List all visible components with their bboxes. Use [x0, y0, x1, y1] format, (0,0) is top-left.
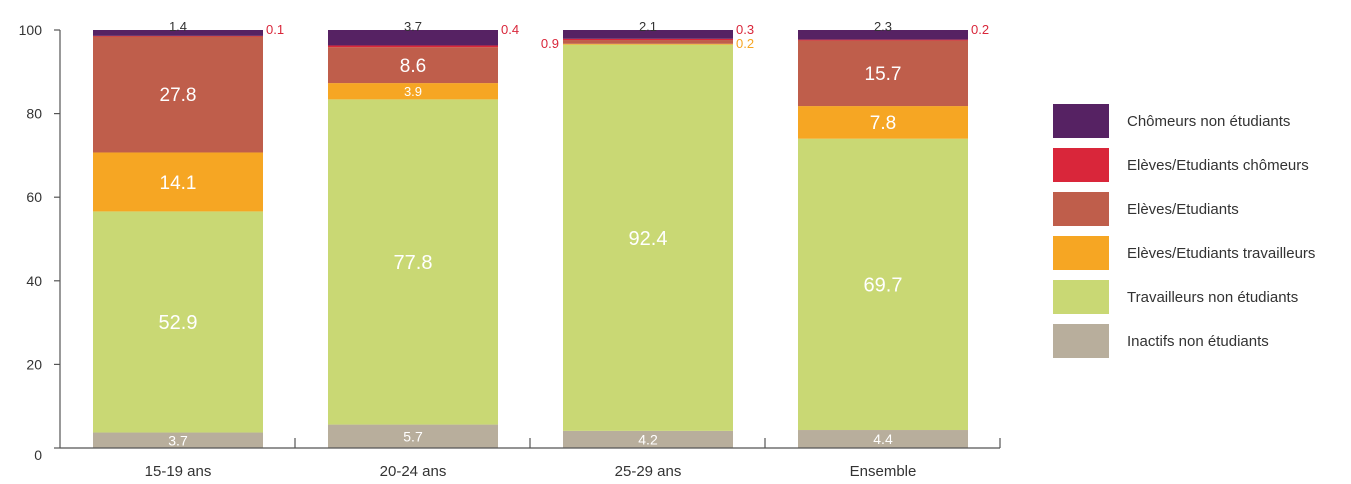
data-label: 69.7: [864, 275, 903, 297]
bar-segment-inactifs-non-etudiants: [563, 430, 733, 448]
legend-item-chomeurs-non-etudiants: Chômeurs non étudiants: [1053, 104, 1351, 138]
legend-label: Elèves/Etudiants travailleurs: [1127, 244, 1316, 262]
bar-segment-travailleurs-non-etudiants: [798, 138, 968, 431]
y-tick-label: 60: [26, 189, 42, 205]
bar-segment-eleves-etudiants-travailleurs: [93, 152, 263, 212]
bar-segment-chomeurs-non-etudiants: [798, 30, 968, 40]
bar-segment-chomeurs-non-etudiants: [563, 30, 733, 39]
data-label: 3.9: [404, 84, 422, 99]
legend-swatch: [1053, 104, 1109, 138]
legend-label: Elèves/Etudiants: [1127, 200, 1239, 218]
legend-item-eleves-etudiants-chomeurs: Elèves/Etudiants chômeurs: [1053, 148, 1351, 182]
bar-segment-eleves-etudiants-travailleurs: [798, 106, 968, 139]
y-tick-label: 20: [26, 356, 42, 372]
legend-label: Elèves/Etudiants chômeurs: [1127, 156, 1309, 174]
data-label: 2.1: [639, 19, 657, 34]
data-label: 4.2: [638, 431, 658, 447]
bar-segment-inactifs-non-etudiants: [93, 432, 263, 448]
bar-segment-eleves-etudiants: [328, 47, 498, 84]
data-label: 1.4: [169, 19, 187, 34]
bar-segment-eleves-etudiants: [563, 40, 733, 44]
data-label: 2.3: [874, 19, 892, 34]
data-label: 3.7: [168, 432, 188, 448]
y-tick-label: 80: [26, 106, 42, 122]
bar-segment-chomeurs-non-etudiants: [93, 30, 263, 36]
data-label: 77.8: [394, 252, 433, 274]
data-label: 5.7: [403, 428, 423, 444]
data-label: 52.9: [159, 312, 198, 334]
legend-label: Travailleurs non étudiants: [1127, 288, 1299, 306]
data-label: 8.6: [400, 56, 426, 77]
bar-segment-eleves-etudiants-travailleurs: [328, 83, 498, 100]
bar-segment-eleves-etudiants-chomeurs: [328, 45, 498, 48]
bar-segment-eleves-etudiants-chomeurs: [93, 35, 263, 37]
x-category-label: 20-24 ans: [380, 463, 447, 480]
data-label: 0.4: [501, 22, 519, 37]
x-category-label: 15-19 ans: [145, 463, 212, 480]
data-label: 27.8: [160, 85, 197, 106]
legend-swatch: [1053, 324, 1109, 358]
y-tick-label: 0: [34, 447, 42, 463]
data-labels-layer: 3.7 52.9 14.1 27.8 0.1 1.4 5.7 77.8 3.9 8.6 0.4 3.7…: [159, 19, 990, 448]
legend-swatch: [1053, 280, 1109, 314]
data-label: 0.2: [736, 36, 754, 51]
bar-segment-travailleurs-non-etudiants: [563, 44, 733, 431]
bar-segment-travailleurs-non-etudiants: [93, 211, 263, 433]
data-label: 0.2: [971, 22, 989, 37]
x-category-label: 25-29 ans: [615, 463, 682, 480]
data-label: 92.4: [629, 228, 668, 250]
data-label: 14.1: [160, 173, 197, 194]
legend-label: Inactifs non étudiants: [1127, 332, 1269, 350]
bars-layer: [93, 30, 968, 448]
legend-item-inactifs-non-etudiants: Inactifs non étudiants: [1053, 324, 1351, 358]
data-label: 7.8: [870, 113, 896, 134]
legend-item-eleves-etudiants-travailleurs: Elèves/Etudiants travailleurs: [1053, 236, 1351, 270]
data-label: 15.7: [865, 64, 902, 85]
bar-segment-eleves-etudiants-chomeurs: [798, 39, 968, 41]
y-tick-label: 40: [26, 273, 42, 289]
bar-segment-chomeurs-non-etudiants: [328, 30, 498, 46]
data-label: 0.9: [541, 36, 559, 51]
axes-layer: 0 20 40 60 80 100 15-19 ans 20-24 ans 25-29 ans E…: [19, 22, 1001, 480]
data-label: 4.4: [873, 431, 893, 447]
legend-swatch: [1053, 192, 1109, 226]
legend-swatch: [1053, 148, 1109, 182]
legend-item-travailleurs-non-etudiants: Travailleurs non étudiants: [1053, 280, 1351, 314]
bar-segment-travailleurs-non-etudiants: [328, 99, 498, 425]
y-tick-label: 100: [19, 22, 43, 38]
legend-label: Chômeurs non étudiants: [1127, 112, 1291, 130]
bar-segment-eleves-etudiants: [93, 36, 263, 153]
x-category-label: Ensemble: [850, 463, 917, 480]
bar-segment-eleves-etudiants: [798, 40, 968, 107]
data-label: 3.7: [404, 19, 422, 34]
bar-segment-eleves-etudiants-chomeurs: [563, 38, 733, 41]
data-label: 0.1: [266, 22, 284, 37]
data-label: 0.3: [736, 22, 754, 37]
legend-swatch: [1053, 236, 1109, 270]
bar-segment-inactifs-non-etudiants: [328, 424, 498, 448]
bar-segment-eleves-etudiants-travailleurs: [563, 43, 733, 45]
bar-segment-inactifs-non-etudiants: [798, 430, 968, 448]
legend-item-eleves-etudiants: Elèves/Etudiants: [1053, 192, 1351, 226]
